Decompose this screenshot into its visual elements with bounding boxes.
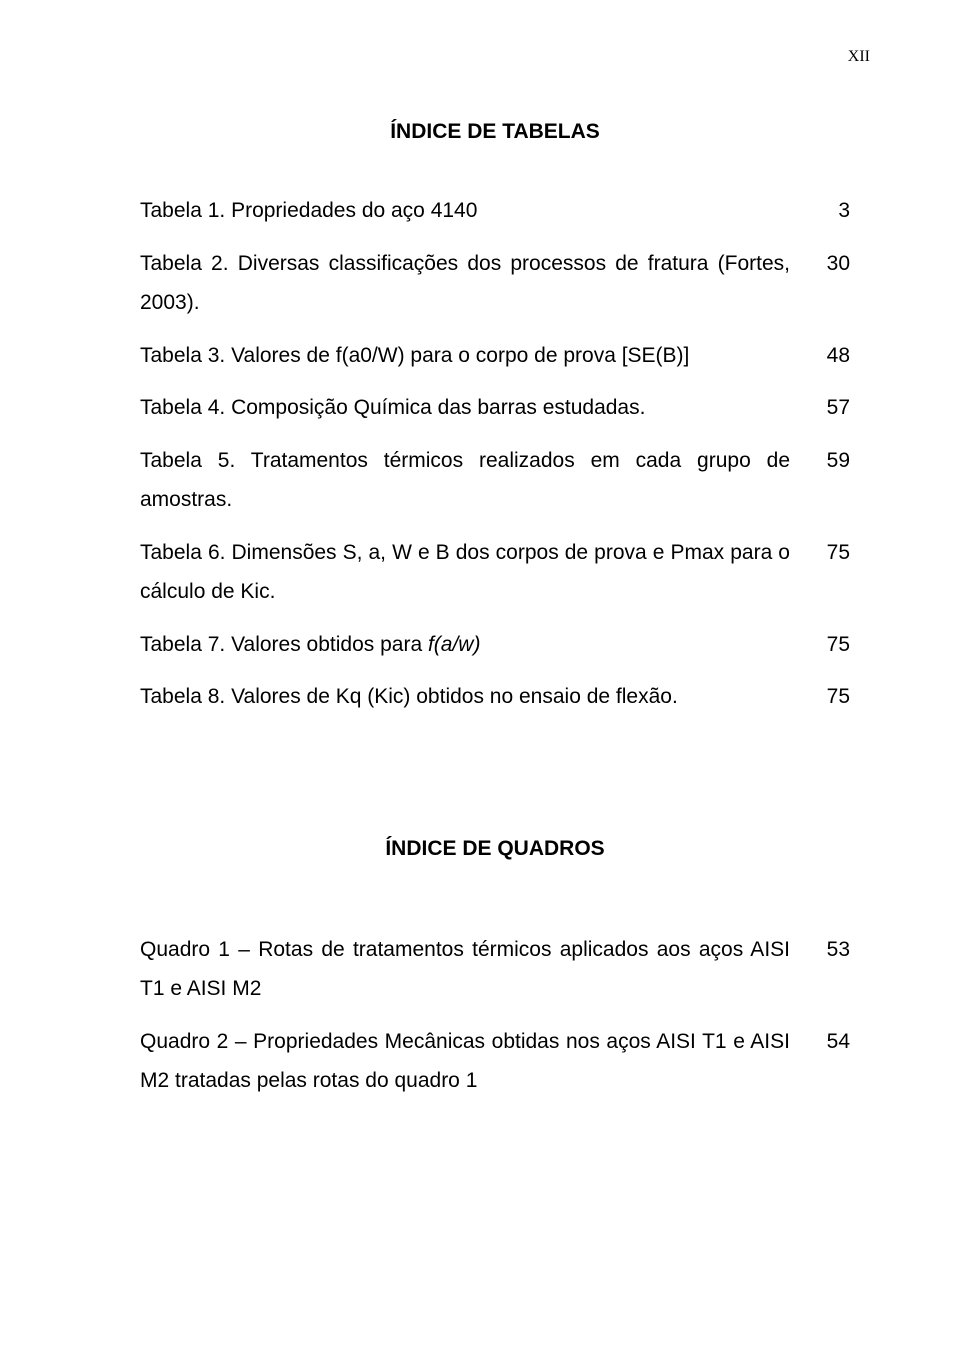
entry-text: Tabela 7. Valores obtidos para f(a/w) bbox=[140, 626, 820, 665]
table-entry: Tabela 1. Propriedades do aço 4140 3 bbox=[140, 192, 850, 231]
table-entry: Tabela 4. Composição Química das barras … bbox=[140, 389, 850, 428]
entry-text: Tabela 1. Propriedades do aço 4140 bbox=[140, 192, 820, 231]
table-entry: Tabela 7. Valores obtidos para f(a/w) 75 bbox=[140, 626, 850, 665]
entry-page: 53 bbox=[820, 931, 850, 970]
page-number: XII bbox=[848, 48, 870, 66]
quadro-entry: Quadro 2 – Propriedades Mecânicas obtida… bbox=[140, 1023, 850, 1101]
entry-text-pre: Tabela 7. Valores obtidos para bbox=[140, 633, 428, 656]
entry-page: 48 bbox=[820, 337, 850, 376]
entry-page: 75 bbox=[820, 534, 850, 573]
table-entry: Tabela 3. Valores de f(a0/W) para o corp… bbox=[140, 337, 850, 376]
entry-text: Tabela 5. Tratamentos térmicos realizado… bbox=[140, 442, 820, 520]
table-entry: Tabela 2. Diversas classificações dos pr… bbox=[140, 245, 850, 323]
entry-text: Tabela 8. Valores de Kq (Kic) obtidos no… bbox=[140, 678, 820, 717]
entry-page: 30 bbox=[820, 245, 850, 284]
heading-quadros: ÍNDICE DE QUADROS bbox=[140, 837, 850, 861]
entry-text: Tabela 3. Valores de f(a0/W) para o corp… bbox=[140, 337, 820, 376]
entry-page: 54 bbox=[820, 1023, 850, 1062]
table-entry: Tabela 6. Dimensões S, a, W e B dos corp… bbox=[140, 534, 850, 612]
entry-text: Tabela 4. Composição Química das barras … bbox=[140, 389, 820, 428]
entry-text: Tabela 2. Diversas classificações dos pr… bbox=[140, 245, 820, 323]
entry-page: 75 bbox=[820, 626, 850, 665]
entry-text: Quadro 1 – Rotas de tratamentos térmicos… bbox=[140, 931, 820, 1009]
table-entry: Tabela 8. Valores de Kq (Kic) obtidos no… bbox=[140, 678, 850, 717]
quadro-entry: Quadro 1 – Rotas de tratamentos térmicos… bbox=[140, 931, 850, 1009]
heading-tabelas: ÍNDICE DE TABELAS bbox=[140, 120, 850, 144]
entry-page: 75 bbox=[820, 678, 850, 717]
entry-text: Quadro 2 – Propriedades Mecânicas obtida… bbox=[140, 1023, 820, 1101]
table-entry: Tabela 5. Tratamentos térmicos realizado… bbox=[140, 442, 850, 520]
entry-page: 59 bbox=[820, 442, 850, 481]
entry-text-italic: f(a/w) bbox=[428, 633, 481, 656]
entry-text: Tabela 6. Dimensões S, a, W e B dos corp… bbox=[140, 534, 820, 612]
entry-page: 3 bbox=[820, 192, 850, 231]
entry-page: 57 bbox=[820, 389, 850, 428]
